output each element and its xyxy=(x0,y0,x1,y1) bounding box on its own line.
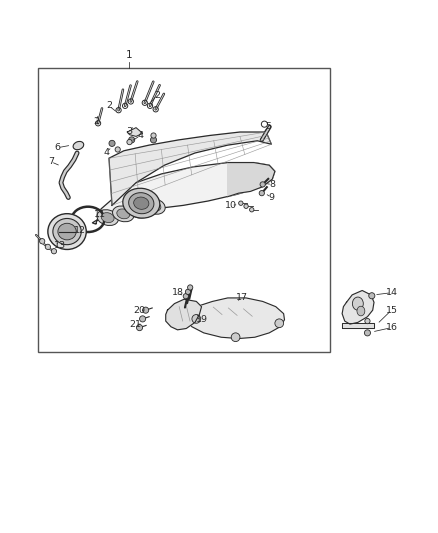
Text: 18: 18 xyxy=(172,288,184,297)
Ellipse shape xyxy=(53,219,81,245)
Text: 7: 7 xyxy=(48,157,54,166)
Circle shape xyxy=(185,289,191,294)
Circle shape xyxy=(187,285,193,290)
Circle shape xyxy=(143,307,149,313)
Circle shape xyxy=(231,333,240,342)
Ellipse shape xyxy=(113,206,134,222)
Text: 16: 16 xyxy=(385,323,397,332)
Circle shape xyxy=(244,204,248,208)
Ellipse shape xyxy=(134,197,149,209)
Ellipse shape xyxy=(357,306,365,316)
Circle shape xyxy=(183,294,188,299)
Polygon shape xyxy=(342,323,374,328)
Circle shape xyxy=(365,318,370,324)
Text: 14: 14 xyxy=(385,288,397,297)
Text: 3: 3 xyxy=(127,127,133,136)
Circle shape xyxy=(151,133,156,138)
Text: 6: 6 xyxy=(54,143,60,152)
Text: 19: 19 xyxy=(195,315,208,324)
Text: 2: 2 xyxy=(93,117,99,126)
Circle shape xyxy=(51,248,57,254)
Text: 5: 5 xyxy=(265,122,271,131)
Text: 12: 12 xyxy=(74,226,86,235)
Text: 4: 4 xyxy=(103,148,110,157)
Text: 8: 8 xyxy=(269,180,275,189)
Ellipse shape xyxy=(58,223,76,240)
Circle shape xyxy=(127,140,132,144)
Ellipse shape xyxy=(129,192,154,214)
Circle shape xyxy=(115,147,120,152)
Text: 15: 15 xyxy=(385,305,397,314)
Text: 2: 2 xyxy=(106,101,112,110)
Text: 11: 11 xyxy=(94,209,106,219)
Polygon shape xyxy=(92,163,275,224)
Ellipse shape xyxy=(148,201,161,211)
Circle shape xyxy=(109,140,115,147)
Circle shape xyxy=(140,316,146,322)
Ellipse shape xyxy=(123,188,160,218)
Circle shape xyxy=(364,330,371,336)
Text: 17: 17 xyxy=(236,293,248,302)
Circle shape xyxy=(239,201,243,205)
Circle shape xyxy=(150,137,156,143)
Circle shape xyxy=(259,190,265,196)
Circle shape xyxy=(275,319,284,328)
Text: 1: 1 xyxy=(126,51,133,60)
Polygon shape xyxy=(109,132,272,205)
Circle shape xyxy=(369,293,375,299)
Ellipse shape xyxy=(117,209,130,219)
Text: 20: 20 xyxy=(134,305,145,314)
Ellipse shape xyxy=(101,213,114,223)
Circle shape xyxy=(250,207,254,212)
Polygon shape xyxy=(342,290,374,324)
Polygon shape xyxy=(166,299,201,330)
Text: 4: 4 xyxy=(138,131,143,140)
Circle shape xyxy=(192,314,201,323)
Ellipse shape xyxy=(144,198,165,214)
Text: 13: 13 xyxy=(53,241,66,250)
Circle shape xyxy=(45,244,50,249)
Polygon shape xyxy=(228,163,275,197)
Circle shape xyxy=(39,239,45,244)
Text: 21: 21 xyxy=(129,320,141,329)
Text: 2: 2 xyxy=(154,91,160,100)
Ellipse shape xyxy=(97,209,118,225)
Ellipse shape xyxy=(353,297,363,310)
Text: 9: 9 xyxy=(268,193,274,202)
Text: 10: 10 xyxy=(225,201,237,210)
Circle shape xyxy=(129,137,135,143)
Polygon shape xyxy=(187,298,285,338)
Ellipse shape xyxy=(132,205,145,215)
Polygon shape xyxy=(127,128,143,136)
Ellipse shape xyxy=(73,141,84,150)
Circle shape xyxy=(260,182,265,187)
Ellipse shape xyxy=(48,214,86,249)
Bar xyxy=(38,68,330,352)
Circle shape xyxy=(137,325,143,330)
Ellipse shape xyxy=(128,202,150,218)
